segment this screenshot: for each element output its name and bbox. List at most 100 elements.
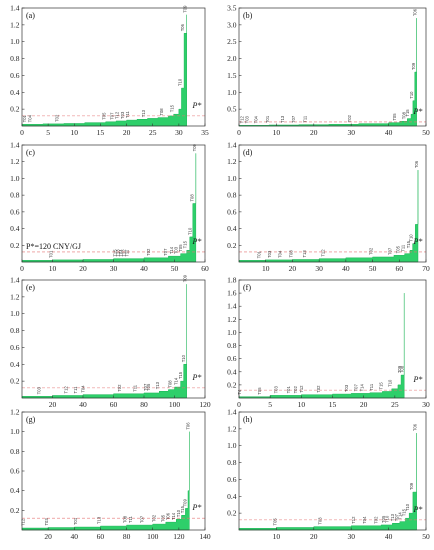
cost-area [238,18,417,127]
point-annotation: T10 [187,227,192,235]
x-tick-label: 20 [49,400,57,409]
point-annotation: T06 [180,23,185,31]
y-tick-label: 0.4 [10,224,20,233]
point-annotation: T05 [395,245,400,253]
panel-8: 0.20.40.60.81.01.21.410 20 30 40 50(h)P*T05 T… [227,408,430,542]
threshold-label: P* [413,107,423,116]
point-annotation: T01 [286,385,291,393]
point-annotation: T10 [181,354,186,362]
point-annotation: T02 [151,514,156,522]
x-tick-label: 30 [175,128,183,137]
point-annotation: T11 [401,244,406,252]
point-annotation: T11 [125,249,130,257]
point-annotation: T06 [413,8,418,16]
point-annotation: T15 [183,240,188,248]
panel-label: (g) [26,415,36,424]
y-tick-label: 0.2 [227,380,237,389]
point-annotation: T10 [405,503,410,511]
x-tick-label: 20 [310,532,318,541]
point-annotation: T12 [122,249,127,257]
point-annotation: T14 [360,384,365,392]
y-tick-label: 1.2 [227,315,237,324]
y-tick-label: 1.0 [10,309,20,318]
point-annotation: T07 [163,248,168,256]
x-tick-label: 25 [149,128,157,137]
x-tick-label: 120 [199,400,211,409]
point-annotation: T10 [385,515,390,523]
point-annotation: T14 [171,512,176,520]
cost-area [21,14,187,127]
point-annotation: T10 [177,78,182,86]
point-annotation: T02 [293,385,298,393]
point-annotation: T12 [299,385,304,393]
point-annotation: T08 [190,194,195,202]
point-annotation: T03 [267,250,272,258]
x-tick-label: 10 [273,532,281,541]
point-annotation: T07 [291,115,296,123]
x-tick-label: 15 [97,128,105,137]
x-tick-label: 40 [79,400,87,409]
y-tick-label: 1.0 [227,328,237,337]
y-tick-label: 2.5 [227,37,237,46]
y-tick-label: 1.0 [10,427,20,436]
point-annotation: T15 [180,505,185,513]
cost-area [238,293,405,399]
threshold-label: P* [413,505,423,514]
x-tick-label: 120 [173,532,185,541]
point-annotation: T11 [369,383,374,391]
point-annotation: T03 [120,111,125,119]
y-tick-label: 3.5 [227,4,237,13]
x-tick-label: 35 [201,128,209,137]
point-annotation: T14 [398,512,403,520]
point-annotation: T03 [274,385,279,393]
y-tick-label: 1.4 [10,276,20,285]
x-tick-label: 100 [147,532,159,541]
point-annotation: T12 [64,386,69,394]
y-tick-label: 0.4 [227,492,237,501]
x-tick-label: 25 [391,400,399,409]
y-tick-label: 1.2 [10,20,20,29]
y-tick-label: 0.6 [10,343,20,352]
y-tick-label: 0.2 [227,509,237,518]
cost-area [238,433,417,531]
point-annotation: T08 [288,250,293,258]
point-annotation: T05 [381,515,386,523]
x-tick-label: 10 [298,400,306,409]
point-annotation: T15 [405,109,410,117]
y-tick-label: 0.6 [227,354,237,363]
point-annotation: T11 [128,516,133,524]
y-tick-label: 0.2 [10,506,20,515]
point-annotation: T01 [73,517,78,525]
x-tick-label: 10 [273,128,281,137]
axes-frame [238,279,427,399]
point-annotation: T07 [143,383,148,391]
x-tick-label: 60 [97,532,105,541]
point-annotation: T07 [353,384,358,392]
point-annotation: T10 [409,234,414,242]
y-tick-label: 0.5 [227,105,237,114]
point-annotation: T01 [22,114,27,122]
point-annotation: T02 [316,385,321,393]
y-tick-label: 1.4 [227,141,237,150]
point-annotation: T01 [49,250,54,258]
panel-label: (a) [26,11,35,20]
x-tick-label: 20 [44,532,52,541]
point-annotation: T14 [169,246,174,254]
y-tick-label: 0.4 [10,360,20,369]
x-tick-label: 20 [310,128,318,137]
y-tick-label: 1.2 [227,157,237,166]
y-tick-label: 0.2 [10,241,20,250]
x-tick-label: 5 [46,128,50,137]
x-tick-label: 80 [140,400,148,409]
x-tick-label: 20 [360,400,368,409]
point-annotation: T02 [55,114,60,122]
point-annotation: T12 [239,115,244,123]
y-tick-label: 3.0 [227,20,237,29]
y-tick-label: 1.0 [227,174,237,183]
x-tick-label: 0 [20,264,24,273]
x-tick-label: 30 [347,532,355,541]
panel-2: 0.5 1.0 1.5 2.0 2.5 3.0 3.5 0 10 20 30 40 50 (b) P* T12… [227,4,430,138]
point-annotation: T07 [387,247,392,255]
point-annotation: T07 [394,513,399,521]
x-tick-label: 60 [396,264,404,273]
